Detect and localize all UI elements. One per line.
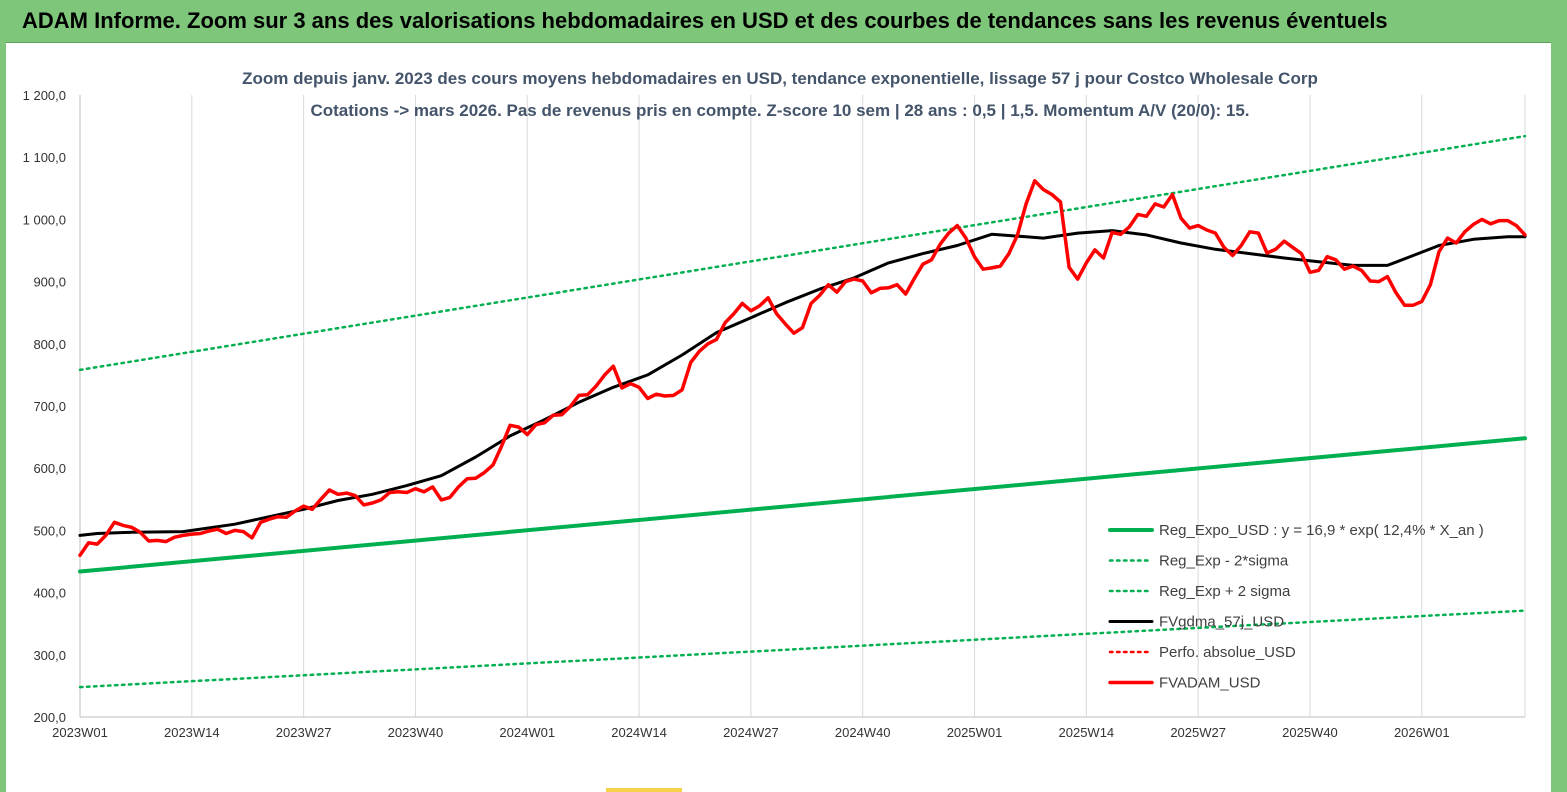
x-tick-label: 2025W27 (1170, 725, 1226, 740)
legend-label: Perfo. absolue_USD (1159, 644, 1296, 661)
legend-label: FVADAM_USD (1159, 675, 1261, 692)
frame-bottom-mark (606, 788, 682, 792)
y-tick-label: 900,0 (33, 275, 66, 290)
x-tick-label: 2023W40 (388, 725, 444, 740)
series (78, 134, 1527, 689)
y-tick-label: 500,0 (33, 523, 66, 538)
series-line-0 (78, 436, 1527, 574)
x-tick-label: 2025W14 (1059, 725, 1115, 740)
grid (191, 95, 1526, 717)
y-tick-label: 1 200,0 (23, 88, 66, 103)
series-line-5 (78, 179, 1527, 558)
series-line-3 (78, 229, 1527, 537)
series-line-1 (78, 609, 1527, 689)
title-banner: ADAM Informe. Zoom sur 3 ans des valoris… (0, 0, 1551, 43)
x-tick-label: 2025W40 (1282, 725, 1338, 740)
y-tick-label: 700,0 (33, 399, 66, 414)
frame-right-strip (1551, 0, 1567, 792)
x-tick-label: 2025W01 (947, 725, 1003, 740)
frame-left-strip (0, 42, 6, 792)
legend-label: Reg_Exp + 2 sigma (1159, 583, 1291, 600)
y-tick-labels: 200,0 300,0 400,0 500,0 600,0 700,0 800,0 900,0… (23, 88, 66, 725)
legend-label: FVgdma_57j_USD (1159, 614, 1284, 631)
legend-label: Reg_Exp - 2*sigma (1159, 553, 1289, 570)
chart-title-line-1: Zoom depuis janv. 2023 des cours moyens … (242, 69, 1318, 88)
y-tick-label: 300,0 (33, 648, 66, 663)
x-tick-label: 2024W27 (723, 725, 779, 740)
legend: Reg_Expo_USD : y = 16,9 * exp( 12,4% * X… (1108, 522, 1484, 692)
x-tick-label: 2024W01 (499, 725, 555, 740)
y-tick-label: 400,0 (33, 586, 66, 601)
y-tick-label: 600,0 (33, 461, 66, 476)
x-tick-label: 2023W27 (276, 725, 332, 740)
x-tick-label: 2024W14 (611, 725, 667, 740)
x-tick-label: 2023W14 (164, 725, 220, 740)
x-tick-labels: 2023W01 2023W14 2023W27 2023W40 2024W01 2024W… (52, 725, 1449, 740)
series-line-2 (78, 134, 1527, 372)
chart-title-line-2: Cotations -> mars 2026. Pas de revenus p… (310, 101, 1249, 120)
y-tick-label: 200,0 (33, 710, 66, 725)
y-tick-label: 1 100,0 (23, 150, 66, 165)
x-tick-label: 2024W40 (835, 725, 891, 740)
x-tick-label: 2026W01 (1394, 725, 1450, 740)
x-tick-label: 2023W01 (52, 725, 108, 740)
y-tick-label: 1 000,0 (23, 212, 66, 227)
legend-label: Reg_Expo_USD : y = 16,9 * exp( 12,4% * X… (1159, 522, 1484, 539)
y-tick-label: 800,0 (33, 337, 66, 352)
banner-title: ADAM Informe. Zoom sur 3 ans des valoris… (22, 8, 1388, 33)
axes (79, 95, 1525, 718)
